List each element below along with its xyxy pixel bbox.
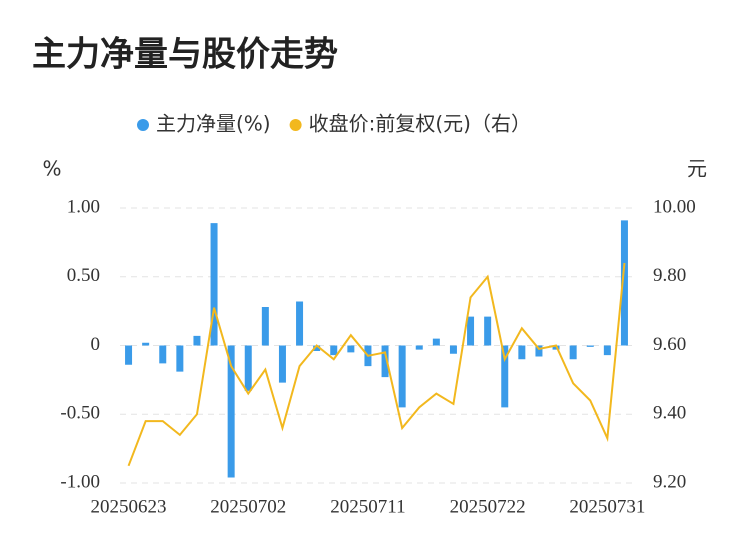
y-tick-label: 0.50	[67, 265, 100, 286]
bar	[193, 335, 201, 346]
x-tick-label: 20250623	[91, 496, 167, 517]
bar	[313, 345, 321, 351]
legend-label: 收盘价:前复权(元)（右）	[309, 112, 531, 136]
bar	[261, 307, 269, 346]
bar	[603, 345, 611, 356]
bar	[501, 345, 509, 408]
price-line	[127, 262, 626, 467]
y2-tick-label: 9.40	[653, 403, 686, 424]
y2-axis-label: 元	[687, 157, 707, 181]
bar	[347, 345, 355, 353]
bar	[244, 345, 252, 391]
bar	[569, 345, 577, 360]
bar	[142, 342, 150, 346]
x-tick-label: 20250711	[330, 496, 405, 517]
bar	[620, 220, 628, 346]
y-tick-label: 1.00	[67, 196, 100, 217]
bar	[381, 345, 389, 378]
bar	[159, 345, 167, 364]
bar	[518, 345, 526, 360]
legend-marker	[289, 119, 302, 131]
chart-title: 主力净量与股价走势	[32, 35, 338, 75]
x-tick-label: 20250702	[210, 496, 286, 517]
y2-tick-label: 10.00	[653, 196, 696, 217]
x-tick-label: 20250731	[569, 496, 645, 517]
y2-tick-label: 9.60	[653, 334, 686, 355]
bar	[415, 345, 423, 350]
bar	[432, 338, 440, 346]
y-axis-label: %	[42, 157, 61, 181]
y-tick-label: 0	[91, 334, 101, 355]
y2-tick-label: 9.20	[653, 471, 686, 492]
bar	[586, 345, 594, 347]
bar	[278, 345, 286, 383]
x-tick-label: 20250722	[450, 496, 526, 517]
y2-tick-label: 9.80	[653, 265, 686, 286]
bar	[398, 345, 406, 408]
legend-marker	[137, 119, 149, 131]
bar	[467, 316, 475, 346]
bar	[227, 345, 235, 478]
bar	[449, 345, 457, 354]
bar	[535, 345, 543, 357]
bar	[176, 345, 184, 372]
y-tick-label: -1.00	[60, 471, 100, 492]
bar	[484, 316, 492, 346]
bar	[296, 301, 304, 346]
bar	[210, 223, 218, 346]
bar	[330, 345, 338, 356]
bar	[125, 345, 133, 365]
y-tick-label: -0.50	[60, 403, 100, 424]
legend-label: 主力净量(%)	[156, 112, 271, 136]
